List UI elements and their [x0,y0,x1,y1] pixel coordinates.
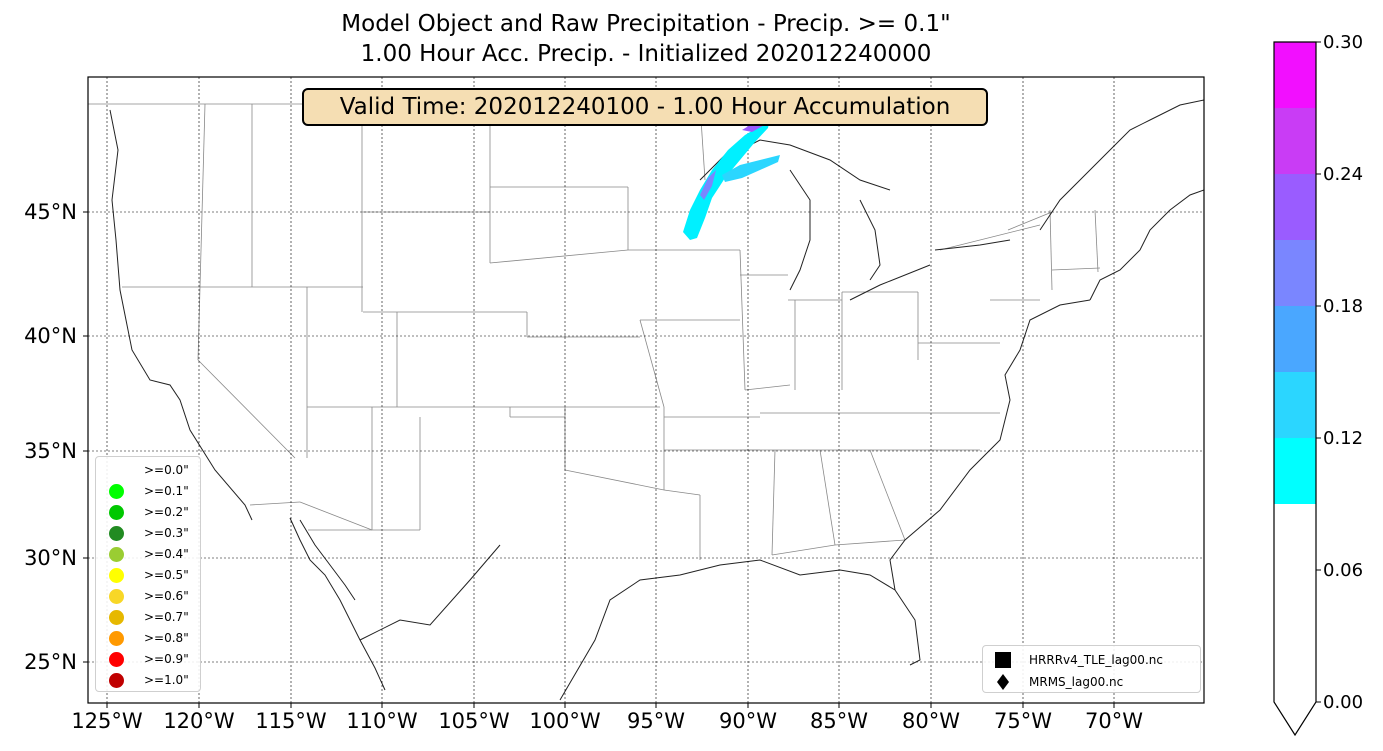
threshold-legend-item: >=0.8" [96,628,202,649]
lat-label: 30°N [24,546,77,570]
threshold-legend-label: >=0.2" [144,505,189,519]
state-borders [88,103,1101,560]
lat-label: 35°N [24,439,77,463]
lat-label: 45°N [24,200,77,224]
threshold-legend-label: >=0.5" [144,568,189,582]
lon-label: 85°W [810,709,868,733]
lat-label: 40°N [24,324,77,348]
legend-dot-icon [109,547,124,562]
legend-dot-icon [109,505,124,520]
threshold-legend-item: >=0.6" [96,586,202,607]
threshold-legend-label: >=0.0" [144,463,189,477]
colorbar-band [1274,372,1316,438]
legend-dot-icon [109,463,124,478]
threshold-legend-label: >=0.3" [144,526,189,540]
source-legend: HRRRv4_TLE_lag00.nc MRMS_lag00.nc [982,645,1201,693]
title-line-1: Model Object and Raw Precipitation - Pre… [341,11,951,37]
threshold-legend-label: >=0.8" [144,631,189,645]
threshold-legend-item: >=0.7" [96,607,202,628]
threshold-legend-label: >=0.4" [144,547,189,561]
threshold-legend-item: >=0.0" [96,460,202,481]
threshold-legend-label: >=0.6" [144,589,189,603]
legend-dot-icon [109,610,124,625]
threshold-legend-item: >=0.1" [96,481,202,502]
threshold-legend-item: >=0.4" [96,544,202,565]
colorbar-outline [1273,41,1317,737]
legend-dot-icon [109,631,124,646]
lat-lon-grid [88,77,1204,703]
legend-dot-icon [109,568,124,583]
colorbar-band [1274,42,1316,108]
source-legend-label: HRRRv4_TLE_lag00.nc [1029,653,1163,667]
lon-label: 90°W [719,709,777,733]
threshold-legend-item: >=0.3" [96,523,202,544]
threshold-legend-label: >=0.9" [144,652,189,666]
lon-label: 100°W [529,709,601,733]
diamond-icon [997,674,1009,690]
lon-label: 80°W [902,709,960,733]
colorbar-tick-label: 0.30 [1323,32,1364,53]
colorbar-band [1274,306,1316,372]
colorbar-band [1274,438,1316,504]
colorbar-tick-label: 0.24 [1323,164,1364,185]
legend-dot-icon [109,589,124,604]
lon-label: 95°W [627,709,685,733]
colorbar-band [1274,108,1316,174]
valid-time-box: Valid Time: 202012240100 - 1.00 Hour Acc… [302,88,988,126]
colorbar-tick-label: 0.06 [1323,560,1364,581]
legend-dot-icon [109,652,124,667]
source-legend-label: MRMS_lag00.nc [1029,675,1124,689]
colorbar [1273,41,1321,737]
source-legend-item: HRRRv4_TLE_lag00.nc [983,649,1202,671]
lon-label: 75°W [994,709,1052,733]
map-frame [87,76,1205,704]
legend-dot-icon [109,526,124,541]
legend-dot-icon [109,484,124,499]
legend-dot-icon [109,673,124,688]
threshold-legend-item: >=0.5" [96,565,202,586]
lon-label: 115°W [255,709,327,733]
threshold-legend-item: >=0.2" [96,502,202,523]
lon-label: 105°W [438,709,510,733]
title-line-2: 1.00 Hour Acc. Precip. - Initialized 202… [360,41,932,67]
lon-label: 125°W [71,709,143,733]
threshold-legend-label: >=1.0" [144,673,189,687]
colorbar-tick-label: 0.00 [1323,692,1364,713]
colorbar-band [1274,174,1316,240]
colorbar-tick-label: 0.12 [1323,428,1364,449]
lon-label: 120°W [163,709,235,733]
threshold-legend-item: >=0.9" [96,649,202,670]
coastlines [109,99,1204,701]
threshold-legend: >=0.0" >=0.1" >=0.2" >=0.3" >=0.4" >=0.5" >=0.… [95,456,201,692]
lon-label: 70°W [1085,709,1143,733]
threshold-legend-label: >=0.7" [144,610,189,624]
colorbar-tick-label: 0.18 [1323,296,1364,317]
source-legend-item: MRMS_lag00.nc [983,671,1202,693]
lat-label: 25°N [24,650,77,674]
lon-label: 110°W [346,709,418,733]
threshold-legend-label: >=0.1" [144,484,189,498]
colorbar-band [1274,240,1316,306]
threshold-legend-item: >=1.0" [96,670,202,691]
square-icon [995,652,1011,668]
